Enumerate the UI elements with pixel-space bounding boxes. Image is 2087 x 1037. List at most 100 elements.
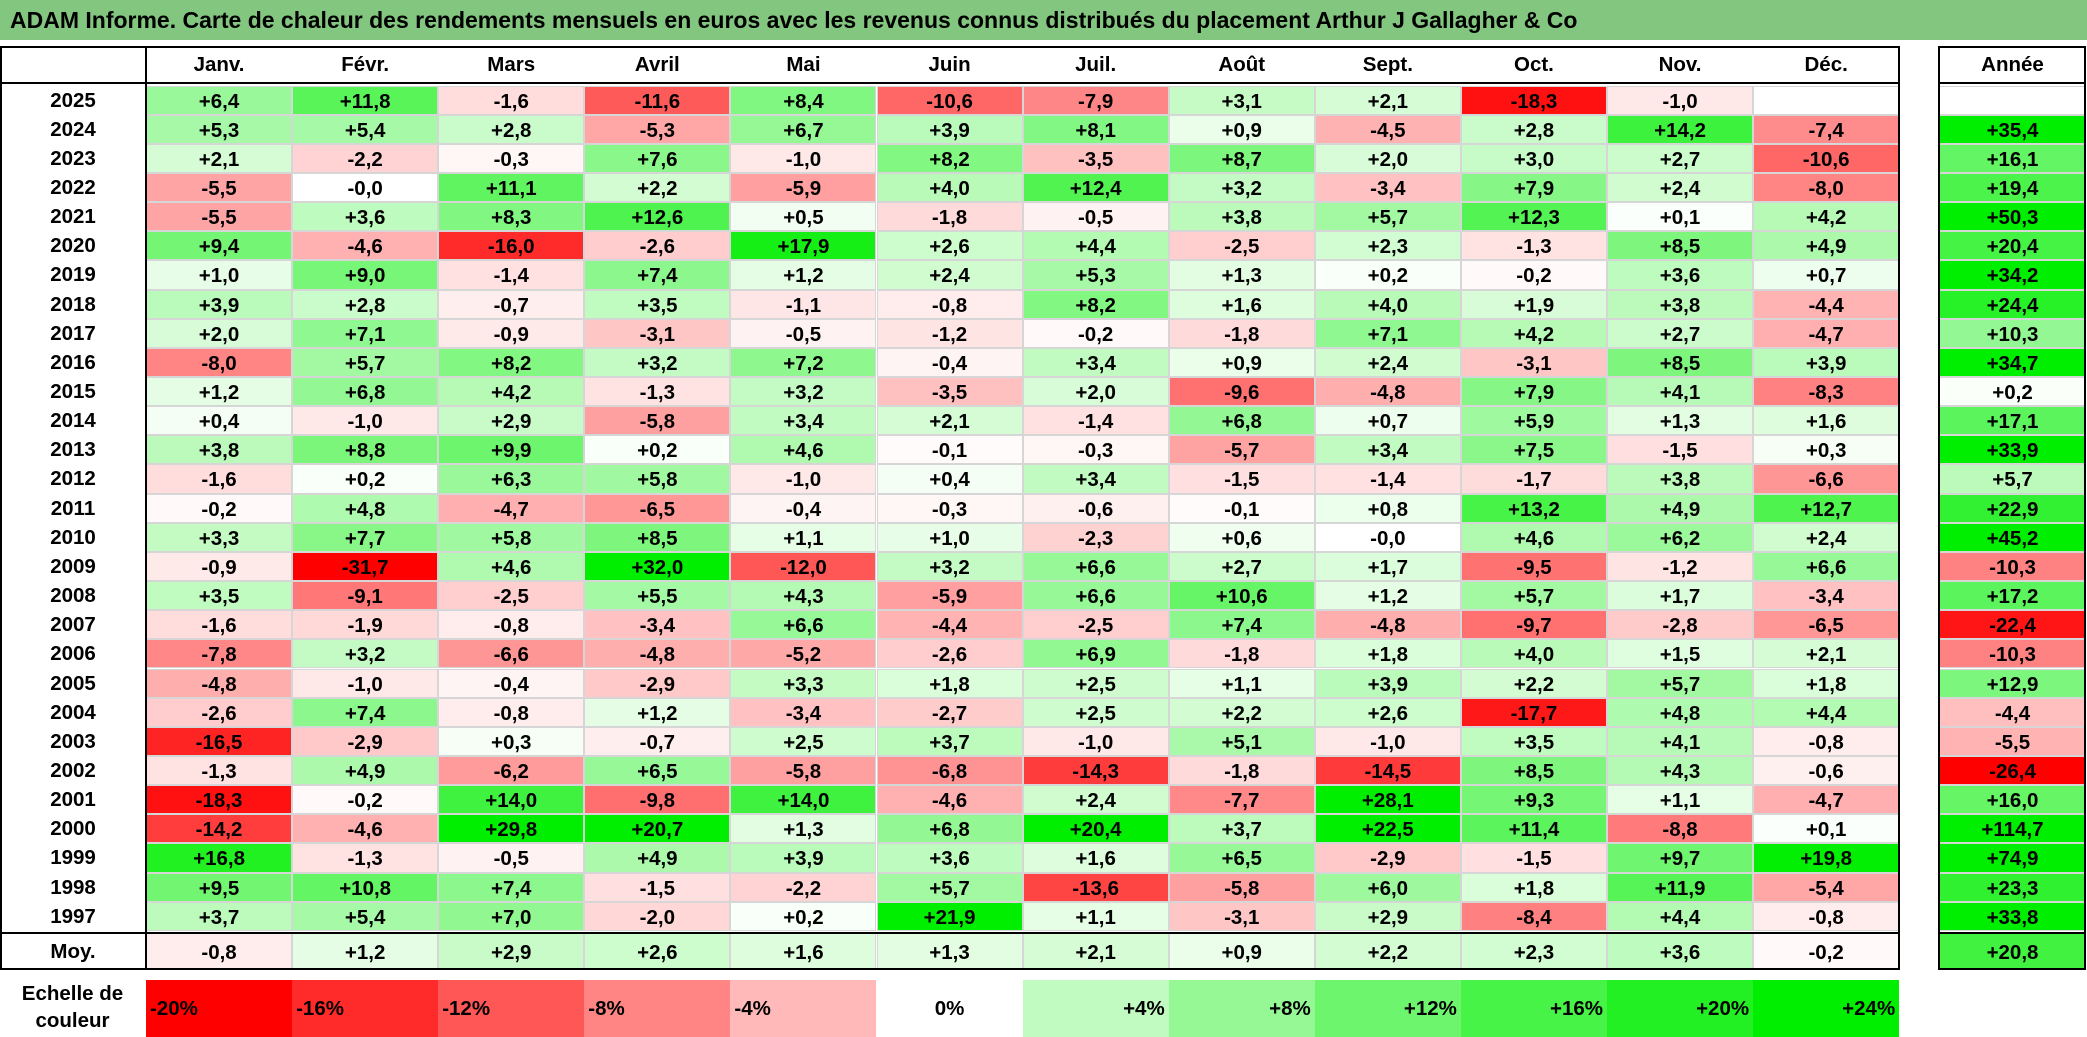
average-cell: +2,3 bbox=[1460, 932, 1607, 970]
heatmap-cell: -4,4 bbox=[1753, 289, 1900, 319]
heatmap-cell: +1,1 bbox=[1168, 668, 1315, 698]
year-label: 2016 bbox=[50, 350, 96, 374]
heatmap-cell: +0,3 bbox=[1753, 435, 1900, 465]
heatmap-cell: +0,7 bbox=[1753, 260, 1900, 290]
heatmap-cell: -0,2 bbox=[1460, 260, 1607, 290]
heatmap-cell: -3,1 bbox=[584, 318, 731, 348]
heatmap-cell: +5,7 bbox=[1607, 668, 1754, 698]
heatmap-cell: +7,4 bbox=[292, 697, 439, 727]
annual-cell: +20,4 bbox=[1939, 231, 2086, 261]
heatmap-cell: +0,7 bbox=[1314, 406, 1461, 436]
heatmap-cell: -5,8 bbox=[584, 406, 731, 436]
heatmap-cell: +5,7 bbox=[292, 347, 439, 377]
heatmap-cell: -1,2 bbox=[1607, 551, 1754, 582]
heatmap-cell: +0,5 bbox=[730, 202, 877, 232]
heatmap-cell: +2,7 bbox=[1607, 143, 1754, 173]
heatmap-cell: +1,3 bbox=[730, 814, 877, 844]
heatmap-cell: +2,6 bbox=[1314, 697, 1461, 727]
heatmap-cell: +2,7 bbox=[1607, 318, 1754, 348]
heatmap-cell: +6,7 bbox=[730, 114, 877, 144]
year-label: 2001 bbox=[50, 788, 96, 812]
heatmap-cell: +1,9 bbox=[1460, 289, 1607, 319]
heatmap-cell: +2,9 bbox=[438, 406, 585, 436]
heatmap-cell: +7,7 bbox=[292, 522, 439, 552]
heatmap-cell: +2,6 bbox=[876, 231, 1023, 261]
heatmap-cell: +3,0 bbox=[1460, 143, 1607, 173]
heatmap-cell: -0,5 bbox=[1022, 202, 1169, 232]
heatmap-cell: +29,8 bbox=[438, 814, 585, 844]
heatmap-cell: +8,3 bbox=[438, 202, 585, 232]
heatmap-cell: +4,1 bbox=[1607, 726, 1754, 756]
scale-label: Echelle de couleur bbox=[21, 982, 124, 1032]
heatmap-cell: +3,9 bbox=[876, 114, 1023, 144]
heatmap-cell: +6,5 bbox=[1168, 843, 1315, 873]
heatmap-cell: -9,5 bbox=[1460, 551, 1607, 582]
heatmap-cell: +7,9 bbox=[1460, 377, 1607, 407]
heatmap-cell: -0,4 bbox=[730, 493, 877, 523]
heatmap-cell: -1,0 bbox=[1607, 85, 1754, 115]
heatmap-cell: +3,6 bbox=[1607, 260, 1754, 290]
heatmap-cell: -0,1 bbox=[876, 435, 1023, 465]
heatmap-cell: -2,0 bbox=[584, 901, 731, 931]
heatmap-cell: +3,4 bbox=[730, 406, 877, 436]
year-label: 2011 bbox=[50, 496, 96, 520]
average-cell: +2,2 bbox=[1314, 932, 1461, 970]
heatmap-cell: +8,7 bbox=[1168, 143, 1315, 173]
heatmap-cell: +2,1 bbox=[1314, 85, 1461, 115]
annual-cell: +5,7 bbox=[1939, 464, 2086, 494]
heatmap-cell: -1,3 bbox=[1460, 231, 1607, 261]
heatmap-cell: -0,2 bbox=[1022, 318, 1169, 348]
average-cell: +1,3 bbox=[876, 932, 1023, 970]
heatmap-cell: -1,4 bbox=[438, 260, 585, 290]
heatmap-cell: +1,0 bbox=[876, 522, 1023, 552]
heatmap-cell: -4,8 bbox=[1314, 610, 1461, 640]
heatmap-cell: +2,4 bbox=[876, 260, 1023, 290]
heatmap-cell: +6,8 bbox=[1168, 406, 1315, 436]
heatmap-cell: -4,8 bbox=[584, 639, 731, 669]
annual-cell: -26,4 bbox=[1939, 755, 2086, 786]
heatmap-cell: +22,5 bbox=[1314, 814, 1461, 844]
heatmap-cell: +9,3 bbox=[1460, 785, 1607, 815]
heatmap-cell: +12,7 bbox=[1753, 493, 1900, 523]
heatmap-cell: -2,3 bbox=[1022, 522, 1169, 552]
heatmap-cell: -4,6 bbox=[292, 231, 439, 261]
heatmap-cell: -9,7 bbox=[1460, 610, 1607, 640]
heatmap-cell: +16,8 bbox=[146, 843, 293, 873]
heatmap-cell: -2,5 bbox=[1168, 231, 1315, 261]
heatmap-cell: -5,9 bbox=[730, 172, 877, 203]
heatmap-cell: -9,8 bbox=[584, 785, 731, 815]
heatmap-cell: +2,8 bbox=[438, 114, 585, 144]
heatmap-cell bbox=[1753, 85, 1900, 115]
heatmap-cell: +2,4 bbox=[1607, 172, 1754, 203]
annual-cell: +0,2 bbox=[1939, 377, 2086, 407]
heatmap-cell: +8,2 bbox=[438, 347, 585, 377]
average-cell: +0,9 bbox=[1168, 932, 1315, 970]
heatmap-cell: +3,9 bbox=[1314, 668, 1461, 698]
heatmap-cell: -0,7 bbox=[438, 289, 585, 319]
year-label: 2023 bbox=[50, 146, 96, 170]
annual-cell: +74,9 bbox=[1939, 843, 2086, 873]
heatmap-cell: -2,7 bbox=[876, 697, 1023, 727]
heatmap-cell: -11,6 bbox=[584, 85, 731, 115]
heatmap-cell: -0,0 bbox=[1314, 522, 1461, 552]
heatmap-cell: +2,5 bbox=[730, 726, 877, 756]
heatmap-cell: -4,6 bbox=[292, 814, 439, 844]
annual-cell: +34,2 bbox=[1939, 260, 2086, 290]
heatmap-cell: +0,4 bbox=[876, 464, 1023, 494]
heatmap-cell: -0,9 bbox=[146, 551, 293, 582]
year-label: 1997 bbox=[50, 904, 96, 928]
heatmap-cell: +8,4 bbox=[730, 85, 877, 115]
heatmap-cell: -9,6 bbox=[1168, 377, 1315, 407]
heatmap-cell: -14,3 bbox=[1022, 755, 1169, 786]
heatmap-cell: +8,8 bbox=[292, 435, 439, 465]
heatmap-cell: -12,0 bbox=[730, 551, 877, 582]
heatmap-cell: +3,4 bbox=[1022, 347, 1169, 377]
heatmap-cell: +8,1 bbox=[1022, 114, 1169, 144]
heatmap-cell: -2,9 bbox=[292, 726, 439, 756]
annual-cell: +16,1 bbox=[1939, 143, 2086, 173]
scale-swatch: -4% bbox=[730, 980, 877, 1037]
average-cell: -0,2 bbox=[1753, 932, 1900, 970]
month-header: Sept. bbox=[1314, 46, 1461, 83]
average-cell: +2,9 bbox=[438, 932, 585, 970]
